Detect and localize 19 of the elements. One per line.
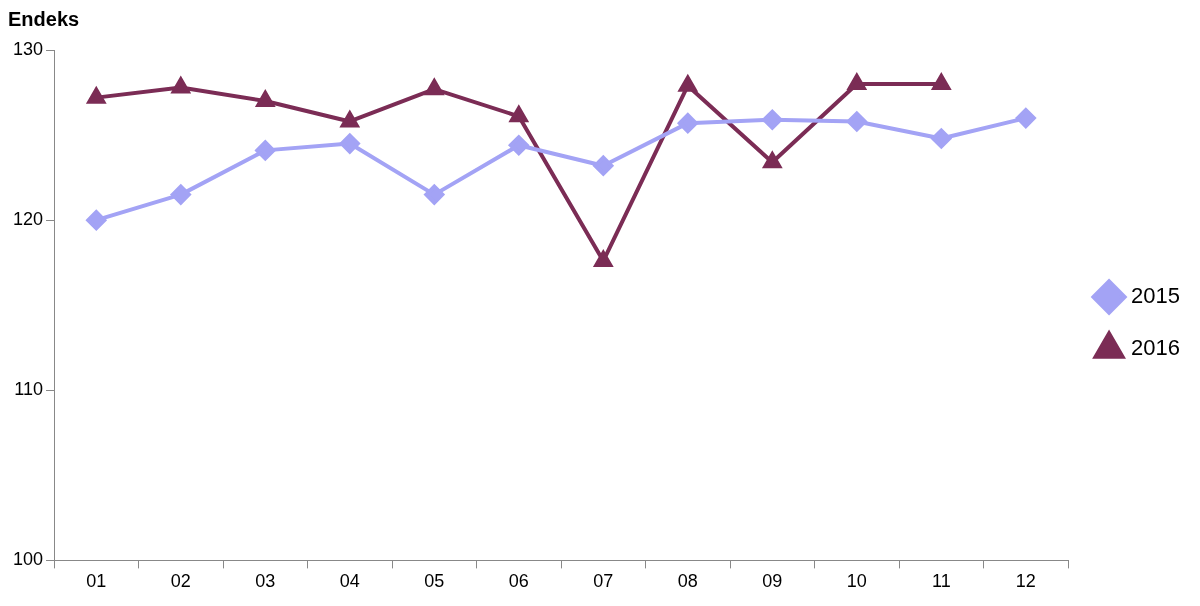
x-tick-label: 11 (931, 571, 951, 592)
legend-label: 2015 (1131, 283, 1181, 309)
x-tick-label: 03 (255, 571, 276, 592)
x-tick-label: 04 (339, 571, 360, 592)
y-tick-label: 100 (12, 549, 44, 570)
y-tick-label: 130 (12, 38, 44, 59)
legend-label: 2016 (1131, 335, 1181, 361)
y-tick-label: 120 (12, 209, 44, 230)
x-tick-label: 10 (846, 571, 867, 592)
x-tick-label: 07 (593, 571, 614, 592)
x-tick-label: 02 (170, 571, 191, 592)
y-tick-label: 110 (14, 379, 44, 400)
x-tick-label: 05 (424, 571, 445, 592)
x-tick-label: 01 (86, 571, 107, 592)
y-axis-title: Endeks (8, 8, 80, 31)
x-tick-label: 12 (1015, 571, 1036, 592)
x-tick-label: 08 (677, 571, 698, 592)
x-tick-label: 06 (508, 571, 529, 592)
x-tick-label: 09 (762, 571, 783, 592)
